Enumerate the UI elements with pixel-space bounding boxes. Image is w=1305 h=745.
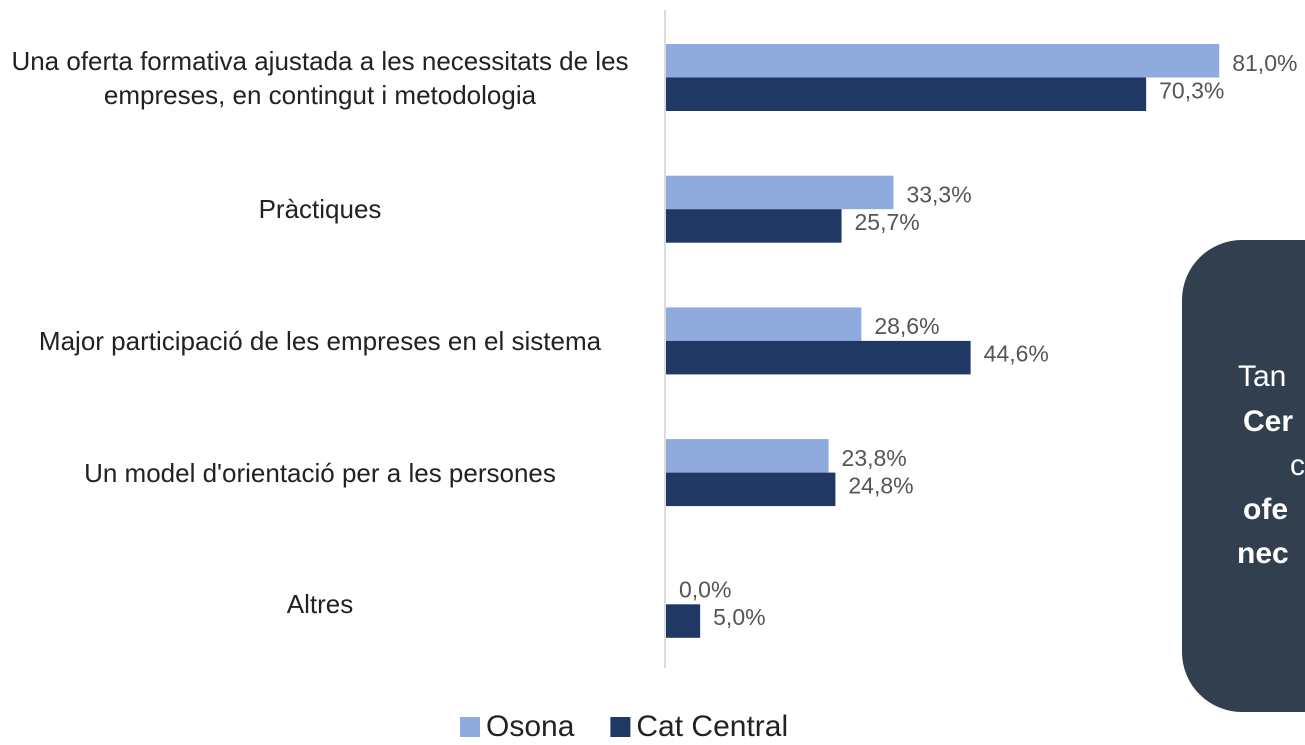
bar bbox=[666, 44, 1220, 78]
legend-label: Cat Central bbox=[636, 710, 788, 743]
value-label: 25,7% bbox=[855, 209, 920, 235]
bar bbox=[666, 604, 701, 638]
value-label: 44,6% bbox=[984, 341, 1049, 367]
bar bbox=[666, 307, 862, 341]
value-label: 70,3% bbox=[1159, 77, 1224, 103]
value-label: 28,6% bbox=[874, 313, 939, 339]
callout-text: ofe bbox=[1243, 493, 1288, 526]
value-label: 5,0% bbox=[713, 604, 765, 630]
callout-text: nec bbox=[1237, 537, 1289, 570]
bar bbox=[666, 209, 842, 243]
bar bbox=[666, 472, 836, 507]
category-label: Major participació de les empreses en el… bbox=[38, 325, 602, 356]
legend-swatch bbox=[460, 717, 480, 737]
callout-text: Cer bbox=[1243, 405, 1293, 438]
value-label: 0,0% bbox=[679, 577, 731, 603]
callout-text: Tan bbox=[1238, 360, 1286, 393]
legend-swatch bbox=[610, 717, 631, 737]
callout-text: c bbox=[1290, 449, 1305, 482]
callout-box bbox=[1182, 240, 1305, 712]
category-label: Un model d'orientació per a les persones bbox=[84, 457, 556, 488]
bar bbox=[666, 439, 829, 473]
bar bbox=[666, 340, 971, 375]
bar bbox=[666, 77, 1147, 111]
value-label: 81,0% bbox=[1232, 50, 1297, 76]
legend-label: Osona bbox=[486, 710, 575, 743]
value-label: 33,3% bbox=[906, 182, 971, 208]
category-label: Una oferta formativa ajustada a les nece… bbox=[11, 45, 629, 110]
category-label: Altres bbox=[286, 589, 354, 620]
value-label: 23,8% bbox=[842, 445, 907, 471]
bar bbox=[666, 175, 894, 210]
category-label: Pràctiques bbox=[258, 194, 382, 225]
value-label: 24,8% bbox=[848, 472, 913, 498]
